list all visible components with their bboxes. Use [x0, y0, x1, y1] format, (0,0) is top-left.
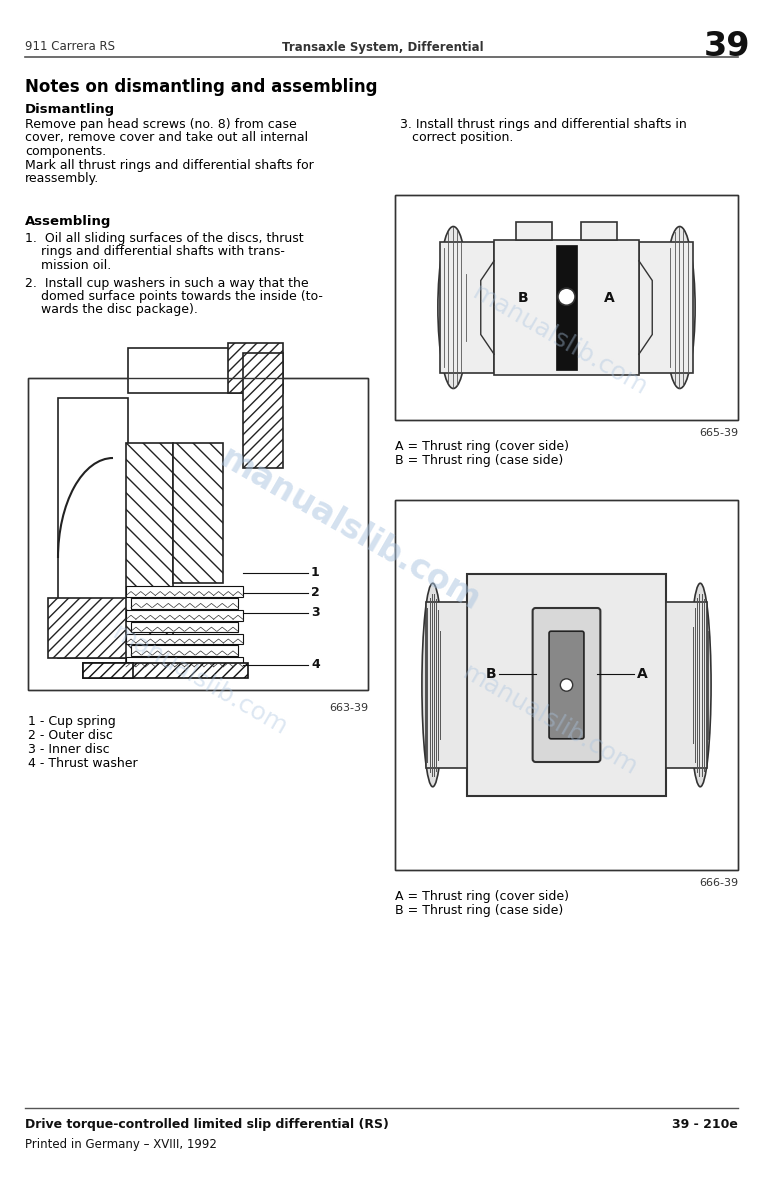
Bar — [243, 353, 283, 468]
Text: Drive torque-controlled limited slip differential (RS): Drive torque-controlled limited slip dif… — [25, 1118, 389, 1131]
Bar — [126, 657, 243, 668]
Text: B: B — [518, 291, 529, 305]
Bar — [494, 240, 639, 375]
Bar — [131, 645, 238, 656]
FancyBboxPatch shape — [549, 631, 584, 739]
Text: 911 Carrera RS: 911 Carrera RS — [25, 40, 115, 53]
Text: A = Thrust ring (cover side): A = Thrust ring (cover side) — [395, 890, 569, 903]
Text: Notes on dismantling and assembling: Notes on dismantling and assembling — [25, 78, 378, 96]
Text: manualslib.com: manualslib.com — [108, 620, 291, 740]
Bar — [126, 586, 243, 596]
Bar — [395, 500, 738, 870]
Text: 1: 1 — [311, 567, 320, 580]
Text: cover, remove cover and take out all internal: cover, remove cover and take out all int… — [25, 132, 308, 145]
Ellipse shape — [690, 583, 711, 786]
Bar — [58, 398, 128, 658]
Bar — [131, 598, 238, 608]
Text: 2.  Install cup washers in such a way that the: 2. Install cup washers in such a way tha… — [25, 277, 308, 290]
Text: Printed in Germany – XVIII, 1992: Printed in Germany – XVIII, 1992 — [25, 1138, 217, 1151]
Ellipse shape — [438, 227, 468, 388]
Bar — [395, 195, 738, 421]
Bar — [128, 348, 268, 393]
Text: 666-39: 666-39 — [699, 878, 738, 887]
Bar — [126, 633, 243, 644]
Text: 4: 4 — [311, 658, 320, 671]
Text: correct position.: correct position. — [400, 132, 513, 145]
Bar — [126, 609, 243, 620]
Text: components.: components. — [25, 145, 106, 158]
Text: 1 - Cup spring: 1 - Cup spring — [28, 715, 116, 728]
Bar — [48, 598, 128, 658]
Text: 3: 3 — [311, 607, 320, 619]
Circle shape — [558, 289, 575, 305]
Bar — [516, 222, 552, 240]
Bar — [467, 574, 666, 796]
Bar — [28, 378, 368, 690]
Text: manualslib.com: manualslib.com — [468, 280, 652, 400]
Ellipse shape — [422, 583, 443, 786]
Bar — [131, 621, 238, 632]
Bar — [83, 663, 248, 678]
Bar — [28, 378, 368, 690]
Bar — [439, 242, 494, 373]
Text: 1.  Oil all sliding surfaces of the discs, thrust: 1. Oil all sliding surfaces of the discs… — [25, 232, 304, 245]
Text: 665-39: 665-39 — [699, 428, 738, 438]
Text: rings and differential shafts with trans-: rings and differential shafts with trans… — [25, 246, 285, 259]
Circle shape — [560, 678, 573, 691]
Text: 2 - Outer disc: 2 - Outer disc — [28, 729, 113, 742]
Bar — [228, 343, 283, 393]
FancyBboxPatch shape — [533, 608, 600, 762]
Text: mission oil.: mission oil. — [25, 259, 111, 272]
Bar — [639, 242, 694, 373]
Text: 4 - Thrust washer: 4 - Thrust washer — [28, 757, 137, 770]
Text: 3. Install thrust rings and differential shafts in: 3. Install thrust rings and differential… — [400, 118, 687, 131]
Text: A: A — [604, 291, 615, 305]
Bar — [426, 602, 467, 769]
Bar — [556, 246, 577, 369]
Text: Remove pan head screws (no. 8) from case: Remove pan head screws (no. 8) from case — [25, 118, 297, 131]
Bar — [395, 195, 738, 421]
Bar — [58, 398, 128, 658]
Text: Dismantling: Dismantling — [25, 103, 115, 116]
Bar — [126, 443, 173, 668]
Text: B = Thrust ring (case side): B = Thrust ring (case side) — [395, 454, 563, 467]
Text: Assembling: Assembling — [25, 215, 111, 228]
Text: manualslib.com: manualslib.com — [214, 442, 486, 618]
Text: 663-39: 663-39 — [329, 703, 368, 713]
Bar — [173, 443, 223, 583]
Bar — [666, 602, 707, 769]
Text: wards the disc package).: wards the disc package). — [25, 303, 198, 316]
Text: reassembly.: reassembly. — [25, 172, 99, 185]
Text: 2: 2 — [311, 587, 320, 600]
Bar — [581, 222, 617, 240]
Text: Mark all thrust rings and differential shafts for: Mark all thrust rings and differential s… — [25, 158, 314, 171]
Text: 3 - Inner disc: 3 - Inner disc — [28, 742, 110, 756]
Text: A: A — [636, 666, 648, 681]
Ellipse shape — [665, 227, 695, 388]
Bar — [395, 500, 738, 870]
Text: A = Thrust ring (cover side): A = Thrust ring (cover side) — [395, 440, 569, 453]
Text: Transaxle System, Differential: Transaxle System, Differential — [282, 40, 484, 53]
Text: B: B — [485, 666, 496, 681]
Text: domed surface points towards the inside (to-: domed surface points towards the inside … — [25, 290, 323, 303]
Text: B = Thrust ring (case side): B = Thrust ring (case side) — [395, 904, 563, 917]
Text: manualslib.com: manualslib.com — [459, 661, 642, 779]
Text: 39 - 210e: 39 - 210e — [672, 1118, 738, 1131]
Bar — [128, 348, 268, 393]
Text: 39: 39 — [703, 31, 750, 63]
Bar — [83, 663, 133, 678]
